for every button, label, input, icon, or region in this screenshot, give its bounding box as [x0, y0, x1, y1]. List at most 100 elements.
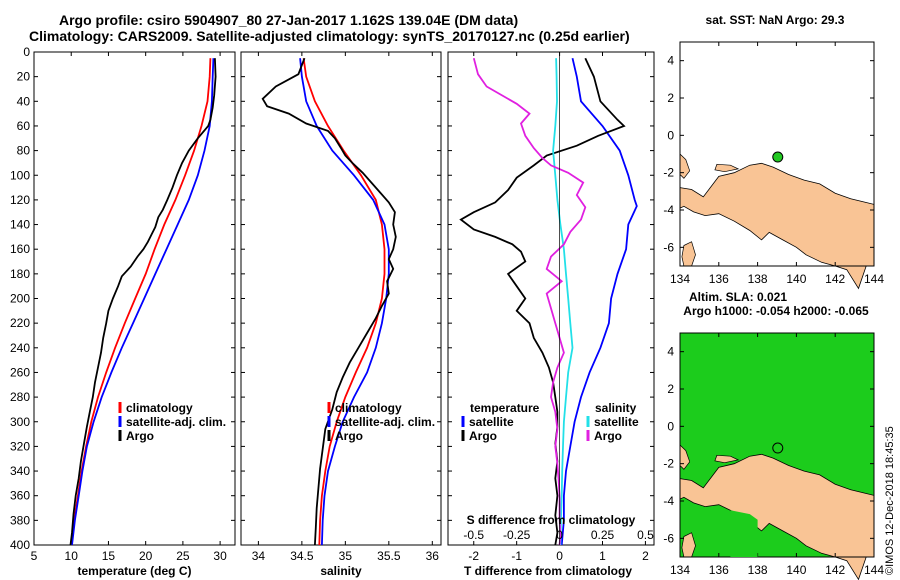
map-x-tick-label: 138	[748, 563, 768, 577]
map-x-tick-label: 142	[825, 563, 845, 577]
y-tick-label: 220	[10, 316, 30, 330]
map-y-tick-label: 4	[667, 345, 674, 359]
legend-heading-temperature: temperature	[470, 401, 540, 415]
x-tick-label: 2	[642, 549, 649, 563]
y-tick-label: 120	[10, 193, 30, 207]
map-x-tick-label: 136	[709, 272, 729, 286]
x2-tick-label: 0.25	[591, 528, 615, 542]
sla-south-field	[730, 510, 758, 557]
yapen-island	[714, 454, 740, 464]
map-x-tick-label: 136	[709, 563, 729, 577]
map-x-tick-label: 134	[670, 563, 690, 577]
legend-label: satellite	[594, 415, 639, 429]
sla-map-title2: Argo h1000: -0.054 h2000: -0.065	[683, 304, 869, 318]
y-tick-label: 200	[10, 292, 30, 306]
y-tick-label: 80	[17, 144, 31, 158]
y-tick-label: 100	[10, 168, 30, 182]
map-y-tick-label: -6	[663, 531, 674, 545]
map-y-tick-label: -6	[663, 240, 674, 254]
series-line-2	[552, 58, 574, 546]
y-tick-label: 300	[10, 415, 30, 429]
y-tick-label: 60	[17, 119, 31, 133]
sla-map-panel: 134 136 138 140 142 144 4 2 0 -2 -4 -6 Altim. SLA: 0…	[663, 290, 884, 580]
series-line-0	[302, 58, 386, 546]
map-y-tick-label: 2	[667, 382, 674, 396]
map-y-tick-label: -2	[663, 457, 674, 471]
sst-map-panel: 134 136 138 140 142 144 4 2 0 -2 -4 -6 sat. SST: NaN…	[663, 13, 884, 290]
y-tick-label: 340	[10, 464, 30, 478]
figure-title-line2: Climatology: CARS2009. Satellite-adjuste…	[29, 28, 630, 44]
legend-label: Argo	[126, 429, 154, 443]
difference-profile-panel: -2 -1 0 1 2 T difference from climatology S di…	[447, 51, 655, 578]
salinity-profile-panel: 34 34.5 35 35.5 36 salinity climatologysatelli…	[240, 51, 442, 578]
x-tick-label: 35.5	[377, 549, 401, 563]
y-tick-label: 0	[23, 45, 30, 59]
x2-tick-label: 0	[556, 528, 563, 542]
series-line-0	[560, 57, 638, 546]
legend-label: Argo	[335, 429, 363, 443]
legend-label: climatology	[335, 401, 402, 415]
difference-profile-frame	[447, 51, 655, 546]
legend-heading-salinity: salinity	[595, 401, 637, 415]
x-tick-label: 34	[252, 549, 266, 563]
figure-title-line1: Argo profile: csiro 5904907_80 27-Jan-20…	[59, 12, 519, 28]
y-tick-label: 40	[17, 94, 31, 108]
legend-label: Argo	[594, 429, 622, 443]
map-y-tick-label: 4	[667, 54, 674, 68]
y-tick-label: 360	[10, 489, 30, 503]
argo-location-marker	[772, 151, 784, 163]
salinity-profile-frame	[240, 51, 442, 546]
y-tick-label: 20	[17, 70, 31, 84]
legend-label: satellite	[469, 415, 514, 429]
x-tick-label: 0	[556, 549, 563, 563]
map-y-tick-label: 0	[667, 419, 674, 433]
y-tick-label: 260	[10, 365, 30, 379]
map-y-tick-label: 0	[667, 128, 674, 142]
y-tick-label: 160	[10, 242, 30, 256]
x-tick-label: 35	[339, 549, 353, 563]
map-x-tick-label: 134	[670, 272, 690, 286]
map-y-tick-label: -4	[663, 494, 674, 508]
x-tick-label: -2	[468, 549, 479, 563]
y-tick-label: 180	[10, 267, 30, 281]
sla-map-title1: Altim. SLA: 0.021	[689, 290, 787, 304]
x-tick-label: -1	[511, 549, 522, 563]
imos-timestamp: ©IMOS 12-Dec-2018 18:45:35	[884, 426, 896, 575]
map-x-tick-label: 140	[786, 563, 806, 577]
x-tick-label: 10	[65, 549, 79, 563]
series-line-1	[71, 58, 215, 546]
y-tick-label: 380	[10, 513, 30, 527]
map-y-tick-label: -4	[663, 203, 674, 217]
x-tick-label: 34.5	[290, 549, 314, 563]
x-axis-label-salinity: S difference from climatology	[467, 513, 636, 527]
y-tick-label: 400	[10, 538, 30, 552]
y-tick-label: 280	[10, 390, 30, 404]
x-axis-label: salinity	[320, 564, 362, 578]
legend-label: Argo	[469, 429, 497, 443]
x-tick-label: 36	[426, 549, 440, 563]
x-tick-label: 1	[599, 549, 606, 563]
map-frame	[679, 41, 875, 267]
y-tick-label: 140	[10, 218, 30, 232]
map-x-tick-label: 144	[864, 563, 884, 577]
y-tick-label: 320	[10, 439, 30, 453]
argo-location-marker	[772, 442, 784, 454]
map-x-tick-label: 140	[786, 272, 806, 286]
x-tick-label: 15	[102, 549, 116, 563]
series-line-2	[69, 58, 217, 546]
map-frame	[679, 332, 875, 558]
x-axis-label: T difference from climatology	[464, 564, 632, 578]
map-y-tick-label: 2	[667, 91, 674, 105]
map-y-tick-label: -2	[663, 166, 674, 180]
x-tick-label: 25	[176, 549, 190, 563]
x-axis-label: temperature (deg C)	[77, 564, 191, 578]
temperature-profile-panel: 0 20 40 60 80 100 120 140 160 180 200 220 240 260 280 3…	[10, 45, 236, 578]
x-tick-label: 30	[213, 549, 227, 563]
map-x-tick-label: 142	[825, 272, 845, 286]
new-guinea-land	[679, 162, 875, 290]
yapen-island	[714, 163, 740, 173]
new-guinea-land	[679, 453, 875, 580]
x-tick-label: 5	[31, 549, 38, 563]
x2-tick-label: -0.5	[463, 528, 484, 542]
